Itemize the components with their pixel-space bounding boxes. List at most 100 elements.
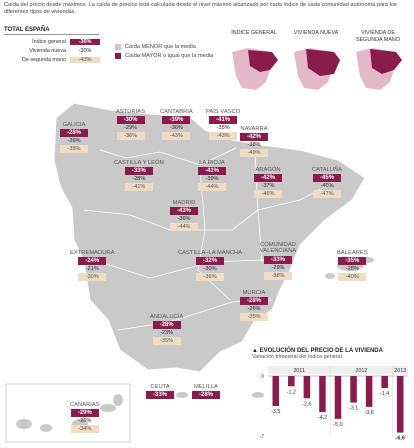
value-nueva: -28% xyxy=(345,266,359,272)
value-segunda: -36% xyxy=(196,273,225,281)
region-name: CASTILLA–LA MANCHA xyxy=(178,250,243,256)
value-general: -28% xyxy=(192,391,220,399)
total-value: -36% xyxy=(70,38,100,45)
region-name: ANDALUCÍA xyxy=(150,314,184,320)
value-general: -41% xyxy=(209,116,238,124)
bar xyxy=(319,376,326,412)
bar-chart-title-text: EVOLUCIÓN DEL PRECIO DE LA VIVIENDA xyxy=(259,348,383,354)
y-tick-label: -7 xyxy=(260,434,265,440)
value-general: -33% xyxy=(146,391,174,399)
value-segunda: -46% xyxy=(254,190,282,198)
region-galicia: GALICIA -28% -26% -35% xyxy=(60,122,88,153)
region-cataluna: CATALUÑA -45% -40% -47% xyxy=(312,167,342,198)
value-nueva: -38% xyxy=(247,142,261,148)
value-nueva: -23% xyxy=(160,330,174,336)
region-castilla-la-mancha: CASTILLA–LA MANCHA -32% -30% -36% xyxy=(178,250,242,281)
total-row: De segunda mano -43% xyxy=(4,55,100,64)
region-name: NAVARRA xyxy=(240,126,268,132)
year-label: 2012 xyxy=(355,368,367,374)
minimap-title: VIVIENDA DE SEGUNDA MANO xyxy=(355,30,401,43)
region-border xyxy=(99,147,237,166)
region-ceuta: CEUTA -33% xyxy=(146,384,174,399)
value-nueva: -26% xyxy=(247,306,261,312)
value-general: -42% xyxy=(254,174,282,182)
value-general: -30% xyxy=(116,116,145,124)
value-nueva: -30% xyxy=(203,266,217,272)
region-border xyxy=(254,149,263,263)
region-castilla-leon: CASTILLA Y LEÓN -33% -28% -41% xyxy=(114,160,164,191)
bar-chart-caption: ▲ EVOLUCIÓN DEL PRECIO DE LA VIVIENDA Va… xyxy=(252,348,383,360)
region-name: BALEARES xyxy=(337,250,368,256)
y-tick-label: 0 xyxy=(261,374,264,380)
region-name: ARAGÓN xyxy=(255,167,281,173)
region-name: MADRID xyxy=(172,200,196,206)
bar-value-label: -1,2 xyxy=(287,389,296,395)
region-la-rioja: LA RIOJA -41% -39% -44% xyxy=(198,160,226,191)
value-segunda: -35% xyxy=(60,145,88,153)
value-general: -35% xyxy=(338,257,367,265)
legend-swatch xyxy=(115,43,121,50)
total-value: -30% xyxy=(78,47,92,54)
bar xyxy=(334,376,342,419)
bar-value-label: -3,5 xyxy=(271,409,280,415)
bar-value-label: -3,1 xyxy=(349,406,358,412)
value-segunda: -43% xyxy=(209,132,238,140)
year-label: 2011 xyxy=(293,368,305,374)
region-name: MELILLA xyxy=(194,384,218,390)
value-general: -43% xyxy=(170,207,198,215)
value-segunda: -41% xyxy=(124,183,153,191)
region-name: EXTREMADURA xyxy=(70,250,115,256)
bar-value-label: -3,6 xyxy=(364,410,373,416)
minimap-general: ÍNDICE GENERAL xyxy=(228,30,280,99)
melilla-shape xyxy=(252,392,264,398)
value-segunda: -38% xyxy=(264,271,292,280)
value-segunda: -43% xyxy=(162,132,191,140)
value-general: -33% xyxy=(124,167,153,175)
region-name: CANTABRIA xyxy=(160,109,193,115)
total-label: De segunda mano xyxy=(21,56,66,63)
value-general: -33% xyxy=(264,255,292,264)
bar xyxy=(288,376,295,387)
canarias-island xyxy=(16,419,32,429)
value-segunda: -30% xyxy=(78,273,107,281)
region-name: COMUNIDAD VALENCIANA xyxy=(259,242,297,255)
bar xyxy=(303,376,311,399)
legend-item-lower: Caída MENOR que la media xyxy=(115,42,213,51)
total-label: Índice general xyxy=(32,38,66,45)
value-general: -28% xyxy=(240,297,268,305)
value-nueva: -29% xyxy=(271,264,285,271)
bar xyxy=(381,376,388,388)
value-segunda: -47% xyxy=(313,190,342,198)
legend-item-higher: Caída MAYOR o igual que la media xyxy=(115,51,213,60)
value-segunda: -44% xyxy=(170,223,198,231)
minimap-nueva: VIVIENDA NUEVA xyxy=(290,30,342,99)
region-name: CATALUÑA xyxy=(312,167,343,173)
region-canarias: CANARIAS -29% -26% -34% xyxy=(70,402,100,433)
region-asturias: ASTURIAS -30% -29% -36% xyxy=(116,109,145,140)
value-nueva: -29% xyxy=(123,125,138,131)
value-general: -29% xyxy=(70,409,99,417)
region-aragon: ARAGÓN -42% -37% -46% xyxy=(254,167,282,198)
region-border xyxy=(197,167,231,301)
region-madrid: MADRID -43% -36% -44% xyxy=(170,200,198,231)
region-name: LA RIOJA xyxy=(199,160,225,166)
value-nueva: -36% xyxy=(177,216,191,222)
region-name: PAÍS VASCO xyxy=(206,109,241,115)
canarias-island xyxy=(100,404,116,412)
value-general: -41% xyxy=(198,167,226,175)
value-general: -45% xyxy=(313,174,342,182)
region-extremadura: EXTREMADURA -24% -21% -30% xyxy=(70,250,114,281)
canarias-island xyxy=(40,424,52,432)
value-nueva: -37% xyxy=(261,183,275,189)
ceuta-shape xyxy=(176,392,188,398)
region-name: CANARIAS xyxy=(70,402,100,408)
value-nueva: -26% xyxy=(67,138,81,144)
bar-value-label: -5,0 xyxy=(333,422,342,428)
value-general: -24% xyxy=(78,257,107,265)
bar xyxy=(396,376,404,433)
region-melilla: MELILLA -28% xyxy=(192,384,220,399)
total-label: Vivienda nueva xyxy=(29,47,66,54)
bar xyxy=(272,376,280,406)
region-name: CEUTA xyxy=(150,384,170,390)
value-segunda: -35% xyxy=(240,313,268,321)
